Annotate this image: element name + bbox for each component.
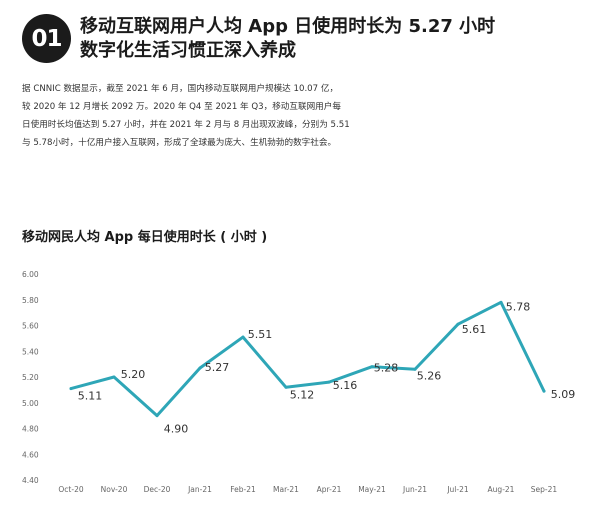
data-label: 5.27 [205, 361, 230, 374]
x-tick-label: Nov-20 [101, 485, 128, 494]
data-point [370, 365, 374, 369]
data-label: 5.20 [121, 368, 146, 381]
data-point [413, 367, 417, 371]
data-point [69, 387, 73, 391]
data-label: 4.90 [164, 423, 189, 436]
y-tick-label: 4.60 [22, 450, 39, 459]
data-point [327, 380, 331, 384]
data-label: 5.09 [551, 388, 576, 401]
section-number: 01 [31, 25, 62, 52]
data-point [198, 366, 202, 370]
headline: 移动互联网用户人均 App 日使用时长为 5.27 小时 数字化生活习惯正深入养… [80, 15, 495, 63]
data-labels: 5.11 5.20 4.90 5.27 5.51 5.12 5.16 5.28 5.26 5.61… [78, 300, 576, 435]
y-axis-ticks: 6.00 5.80 5.60 5.40 5.20 5.00 4.80 4.60 4.40 [22, 270, 39, 485]
data-point [499, 300, 503, 304]
x-tick-label: Jan-21 [187, 485, 212, 494]
data-point [284, 385, 288, 389]
data-label: 5.28 [374, 362, 399, 375]
paragraph-line-4: 与 5.78小时，十亿用户接入互联网，形成了全球最为庞大、生机勃勃的数字社会。 [22, 138, 337, 148]
x-tick-label: Jun-21 [402, 485, 427, 494]
series-line [69, 300, 546, 418]
x-tick-label: Aug-21 [488, 485, 515, 494]
y-tick-label: 5.60 [22, 322, 39, 331]
y-tick-label: 4.80 [22, 425, 39, 434]
y-tick-label: 6.00 [22, 270, 39, 279]
chart-title: 移动网民人均 App 每日使用时长 ( 小时 ) [22, 230, 268, 245]
x-tick-label: Feb-21 [230, 485, 256, 494]
data-label: 5.61 [462, 323, 487, 336]
data-label: 5.51 [248, 328, 273, 341]
x-tick-label: Apr-21 [317, 485, 342, 494]
paragraph-line-2: 较 2020 年 12 月增长 2092 万。2020 年 Q4 至 2021 … [22, 102, 341, 112]
x-tick-label: Oct-20 [58, 485, 83, 494]
data-point [241, 335, 245, 339]
data-label: 5.12 [290, 388, 315, 401]
data-label: 5.26 [417, 369, 442, 382]
section-number-badge: 01 [22, 14, 71, 63]
x-tick-label: Jul-21 [446, 485, 469, 494]
summary-paragraph: 据 CNNIC 数据显示，截至 2021 年 6 月，国内移动互联网用户规模达 … [22, 80, 582, 152]
paragraph-line-1: 据 CNNIC 数据显示，截至 2021 年 6 月，国内移动互联网用户规模达 … [22, 84, 339, 94]
data-label: 5.16 [333, 379, 358, 392]
paragraph-line-3: 日使用时长均值达到 5.27 小时，并在 2021 年 2 月与 8 月出现双波… [22, 120, 350, 130]
x-tick-label: Mar-21 [273, 485, 299, 494]
data-label: 5.78 [506, 300, 531, 313]
data-point [542, 389, 546, 393]
y-tick-label: 5.20 [22, 373, 39, 382]
y-tick-label: 5.80 [22, 296, 39, 305]
data-point [456, 322, 460, 326]
x-axis-ticks: Oct-20 Nov-20 Dec-20 Jan-21 Feb-21 Mar-21 Apr-… [58, 485, 557, 494]
x-tick-label: Dec-20 [144, 485, 171, 494]
x-tick-label: Sep-21 [531, 485, 558, 494]
series-line-group [69, 300, 546, 418]
y-tick-label: 4.40 [22, 476, 39, 485]
data-label: 5.11 [78, 390, 103, 403]
data-point [155, 414, 159, 418]
headline-line-2: 数字化生活习惯正深入养成 [80, 40, 296, 61]
x-tick-label: May-21 [358, 485, 386, 494]
headline-line-1: 移动互联网用户人均 App 日使用时长为 5.27 小时 [80, 16, 496, 37]
y-tick-label: 5.00 [22, 399, 39, 408]
data-point [112, 375, 116, 379]
y-tick-label: 5.40 [22, 347, 39, 356]
